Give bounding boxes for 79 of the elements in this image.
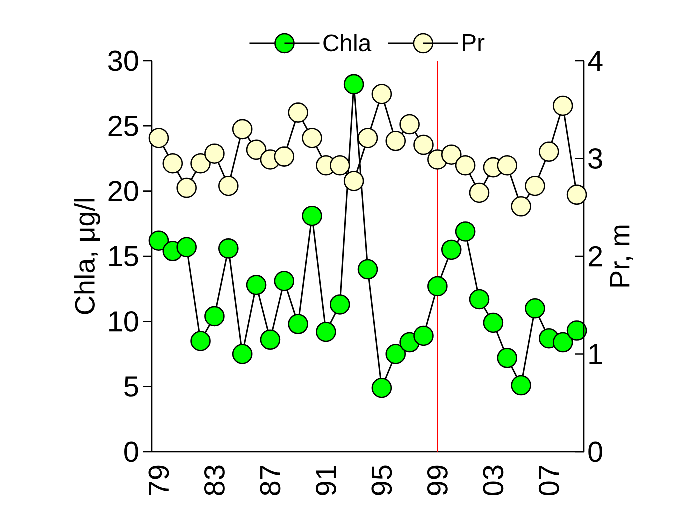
point	[148, 128, 170, 148]
point	[455, 222, 476, 242]
point	[344, 74, 364, 95]
point	[386, 131, 406, 152]
point	[566, 184, 588, 206]
y2-tick-label: 2	[588, 246, 602, 267]
point	[358, 259, 378, 280]
point	[344, 171, 364, 192]
point	[316, 322, 336, 342]
point	[511, 196, 532, 217]
point	[414, 326, 434, 346]
point	[330, 155, 350, 176]
point	[204, 306, 225, 327]
x-tick-label: 95	[372, 466, 392, 496]
point	[190, 153, 211, 174]
point	[302, 128, 322, 148]
point	[218, 176, 239, 196]
point	[176, 237, 197, 258]
point	[414, 134, 434, 156]
point	[497, 348, 518, 368]
point	[204, 144, 225, 164]
point	[232, 344, 253, 364]
x-tick-label: 03	[483, 466, 504, 496]
point	[441, 240, 462, 260]
point	[218, 238, 239, 259]
y2-tick-label: 0	[588, 442, 602, 462]
point	[274, 146, 295, 167]
point	[386, 344, 406, 364]
x-tick-label: 87	[260, 466, 281, 496]
point	[288, 314, 308, 334]
y-tick-label: 30	[108, 50, 138, 72]
y-tick-label: 0	[124, 442, 138, 462]
x-tick-label: 99	[427, 466, 448, 496]
point	[497, 155, 518, 176]
point	[483, 312, 504, 334]
y-tick-label: 5	[124, 376, 138, 397]
point	[190, 331, 211, 352]
point	[330, 294, 350, 315]
point	[552, 332, 574, 353]
y-tick-label: 25	[108, 116, 138, 136]
y2-axis-title: Pr, m	[610, 226, 634, 287]
point	[469, 289, 490, 310]
y-tick-label: 10	[110, 311, 138, 332]
point	[525, 298, 546, 319]
y2-tick-label: 4	[588, 51, 603, 71]
point	[441, 144, 462, 165]
y2-tick-label: 1	[590, 344, 602, 364]
point	[246, 140, 267, 160]
point	[525, 176, 546, 196]
y-axis-title: Chla, μg/l	[74, 199, 100, 314]
y-tick-label: 15	[110, 246, 138, 267]
y2-tick-label: 3	[588, 148, 602, 169]
point	[302, 206, 322, 226]
point	[511, 375, 532, 396]
point	[148, 230, 170, 252]
legend-label: Pr	[463, 34, 485, 51]
point	[274, 271, 295, 292]
point	[372, 84, 392, 104]
point	[539, 142, 560, 162]
point	[400, 114, 420, 135]
point	[469, 182, 490, 204]
point	[372, 378, 392, 398]
point	[288, 102, 308, 123]
point	[566, 320, 588, 341]
x-tick-label: 79	[148, 466, 170, 496]
point	[552, 96, 574, 116]
point	[246, 275, 267, 296]
x-tick-label: 83	[204, 466, 225, 496]
point	[428, 276, 448, 297]
point	[358, 128, 378, 148]
x-tick-label: 07	[538, 466, 560, 496]
legend-label: Chla	[324, 34, 372, 52]
x-tick-label: 91	[316, 466, 336, 496]
point	[232, 119, 253, 140]
point	[162, 153, 184, 174]
y-tick-label: 20	[108, 181, 138, 202]
point	[455, 155, 476, 176]
point	[260, 330, 281, 350]
point	[176, 178, 197, 198]
